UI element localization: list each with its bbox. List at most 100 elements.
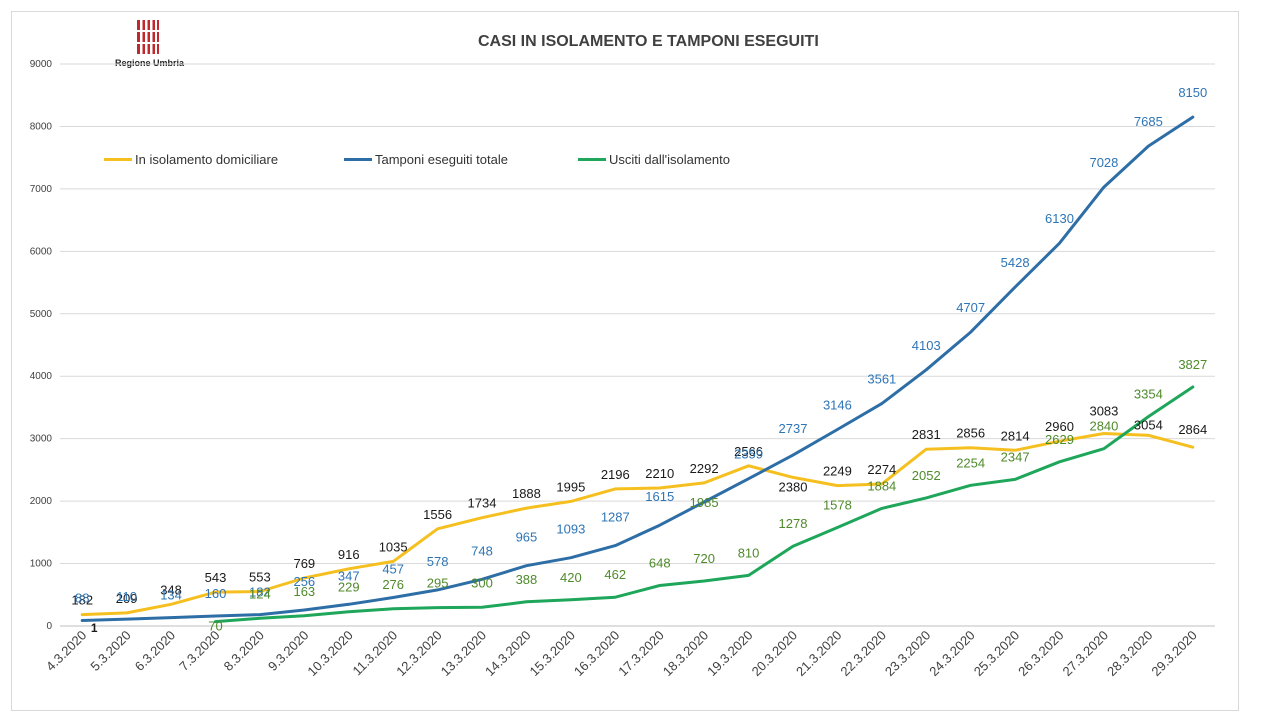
x-tick-label: 12.3.2020 — [393, 628, 445, 680]
data-label: 160 — [205, 586, 227, 601]
x-tick-label: 10.3.2020 — [304, 628, 356, 680]
data-label: 2629 — [1045, 432, 1074, 447]
data-label: 182 — [249, 585, 271, 600]
data-label: 2210 — [645, 466, 674, 481]
data-label: 3827 — [1178, 357, 1207, 372]
data-label: 4103 — [912, 338, 941, 353]
x-tick-label: 6.3.2020 — [132, 628, 178, 674]
legend-item-tamponi: Tamponi eseguiti totale — [344, 152, 508, 167]
data-label: 256 — [293, 574, 315, 589]
data-label: 182 — [71, 593, 93, 608]
x-tick-label: 14.3.2020 — [482, 628, 534, 680]
x-tick-label: 28.3.2020 — [1104, 628, 1156, 680]
data-label: 648 — [649, 556, 671, 571]
series-line-0 — [80, 432, 1195, 617]
y-tick-label: 6000 — [30, 246, 53, 257]
legend-label: Usciti dall'isolamento — [609, 152, 730, 167]
data-label: 209 — [116, 591, 138, 606]
x-tick-label: 7.3.2020 — [176, 628, 222, 674]
data-label: 6130 — [1045, 211, 1074, 226]
data-label: 2249 — [823, 464, 852, 479]
data-label: 965 — [516, 530, 538, 545]
data-label: 2052 — [912, 468, 941, 483]
data-label: 2347 — [1001, 449, 1030, 464]
data-label: 457 — [382, 561, 404, 576]
data-label: 1578 — [823, 497, 852, 512]
data-label: 2840 — [1089, 419, 1118, 434]
data-label: 1995 — [556, 479, 585, 494]
y-tick-label: 7000 — [30, 184, 53, 195]
data-label: 748 — [471, 543, 493, 558]
data-label: 2196 — [601, 467, 630, 482]
x-tick-label: 26.3.2020 — [1015, 628, 1067, 680]
data-label: 462 — [604, 567, 626, 582]
data-label: 2274 — [867, 462, 896, 477]
data-label: 276 — [382, 577, 404, 592]
x-tick-label: 24.3.2020 — [926, 628, 978, 680]
x-tick-label: 18.3.2020 — [660, 628, 712, 680]
x-tick-label: 23.3.2020 — [882, 628, 934, 680]
data-label: 769 — [293, 556, 315, 571]
legend-swatch — [578, 158, 606, 161]
data-label: 2380 — [779, 479, 808, 494]
data-label: 553 — [249, 569, 271, 584]
data-label: 4707 — [956, 300, 985, 315]
x-tick-label: 22.3.2020 — [837, 628, 889, 680]
data-label: 810 — [738, 545, 760, 560]
data-label: 163 — [293, 584, 315, 599]
data-label: 110 — [116, 589, 137, 604]
data-label: 8150 — [1178, 85, 1207, 100]
region-emblem-icon — [137, 20, 159, 54]
data-label: 2254 — [956, 455, 985, 470]
data-label: 578 — [427, 554, 449, 569]
data-label: 1278 — [779, 516, 808, 531]
data-label: 2960 — [1045, 419, 1074, 434]
data-label: 420 — [560, 570, 582, 585]
data-label: 229 — [338, 580, 360, 595]
data-label: 124 — [249, 586, 271, 601]
series-line-2 — [214, 385, 1195, 624]
data-label: 1615 — [645, 489, 674, 504]
logo-label: Regione Umbria — [115, 58, 185, 68]
data-label: 70 — [208, 619, 222, 634]
data-label: 3561 — [867, 372, 896, 387]
data-label: 2864 — [1178, 422, 1207, 437]
legend-label: Tamponi eseguiti totale — [375, 152, 508, 167]
legend-swatch — [344, 158, 372, 161]
y-tick-label: 9000 — [30, 59, 53, 70]
data-label: 388 — [516, 572, 538, 587]
y-tick-label: 8000 — [30, 121, 53, 132]
data-label: 1734 — [468, 496, 497, 511]
data-label: 134 — [160, 588, 182, 603]
data-label: 347 — [338, 568, 360, 583]
x-tick-label: 27.3.2020 — [1060, 628, 1112, 680]
x-tick-label: 11.3.2020 — [349, 628, 400, 679]
y-tick-label: 1000 — [30, 559, 53, 570]
y-tick-label: 0 — [46, 621, 52, 632]
y-tick-label: 4000 — [30, 371, 53, 382]
data-label: 1888 — [512, 486, 541, 501]
region-logo: Regione Umbria — [115, 18, 195, 74]
data-label: 7685 — [1134, 114, 1163, 129]
chart-title: CASI IN ISOLAMENTO E TAMPONI ESEGUITI — [478, 33, 819, 50]
data-label: 7028 — [1089, 155, 1118, 170]
data-label: 5428 — [1001, 255, 1030, 270]
x-tick-label: 4.3.2020 — [43, 628, 89, 674]
x-tick-label: 29.3.2020 — [1148, 628, 1200, 680]
chart-frame — [11, 11, 1239, 711]
data-label: 295 — [427, 576, 449, 591]
y-tick-label: 2000 — [30, 496, 53, 507]
data-label: 1287 — [601, 510, 630, 525]
data-label: 1884 — [867, 478, 896, 493]
data-label: 2359 — [734, 447, 763, 462]
data-label: 1556 — [423, 507, 452, 522]
x-tick-label: 13.3.2020 — [438, 628, 490, 680]
x-tick-label: 16.3.2020 — [571, 628, 623, 680]
x-tick-label: 21.3.2020 — [793, 628, 845, 680]
legend-label: In isolamento domiciliare — [135, 152, 279, 167]
data-label: 1985 — [690, 495, 719, 510]
data-label: 3354 — [1134, 387, 1163, 402]
x-tick-label: 8.3.2020 — [221, 628, 267, 674]
data-label: 720 — [693, 551, 715, 566]
